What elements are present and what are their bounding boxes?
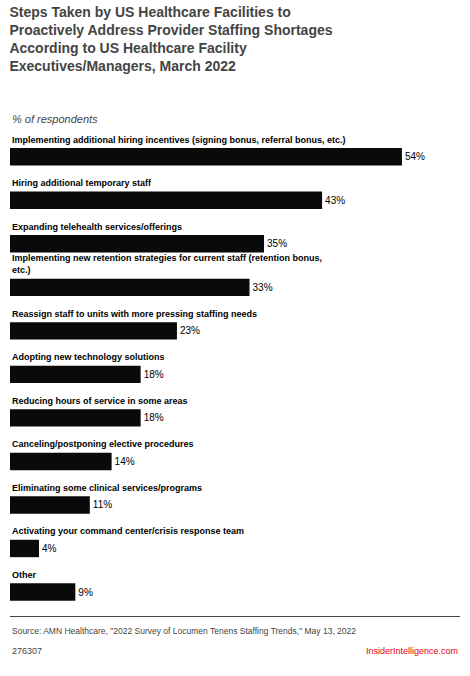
svg-text:Steps Taken by US Healthcare F: Steps Taken by US Healthcare Facilities …	[9, 4, 332, 75]
svg-text:14%: 14%	[115, 456, 135, 467]
svg-text:Implementing additional hiring: Implementing additional hiring incentive…	[12, 135, 346, 145]
svg-text:% of respondents: % of respondents	[12, 113, 98, 125]
svg-text:23%: 23%	[180, 325, 200, 336]
svg-text:Eliminating some clinical serv: Eliminating some clinical services/progr…	[12, 483, 202, 493]
svg-text:Canceling/postponing elective: Canceling/postponing elective procedures	[12, 439, 194, 449]
svg-text:InsiderIntelligence.com: InsiderIntelligence.com	[366, 646, 458, 656]
svg-text:Expanding telehealth services/: Expanding telehealth services/offerings	[12, 222, 182, 232]
svg-text:Source: AMN Healthcare, "2022: Source: AMN Healthcare, "2022 Survey of …	[12, 626, 356, 636]
svg-text:Activating your command center: Activating your command center/crisis re…	[12, 526, 244, 536]
svg-text:Other: Other	[12, 570, 37, 580]
svg-text:Reassign staff to units with m: Reassign staff to units with more pressi…	[12, 309, 257, 319]
svg-text:Adopting new technology soluti: Adopting new technology solutions	[12, 352, 165, 362]
svg-text:Reducing hours of service in s: Reducing hours of service in some areas	[12, 396, 188, 406]
svg-text:9%: 9%	[78, 587, 93, 598]
svg-text:35%: 35%	[267, 238, 287, 249]
svg-text:54%: 54%	[405, 151, 425, 162]
svg-text:33%: 33%	[253, 282, 273, 293]
svg-text:4%: 4%	[42, 543, 57, 554]
svg-text:18%: 18%	[144, 412, 164, 423]
svg-text:18%: 18%	[144, 369, 164, 380]
svg-text:Hiring additional temporary st: Hiring additional temporary staff	[12, 178, 152, 188]
svg-text:Implementing new retention str: Implementing new retention strategies fo…	[12, 253, 322, 275]
svg-text:276307: 276307	[12, 646, 42, 656]
svg-text:43%: 43%	[325, 195, 345, 206]
svg-text:11%: 11%	[93, 499, 112, 510]
